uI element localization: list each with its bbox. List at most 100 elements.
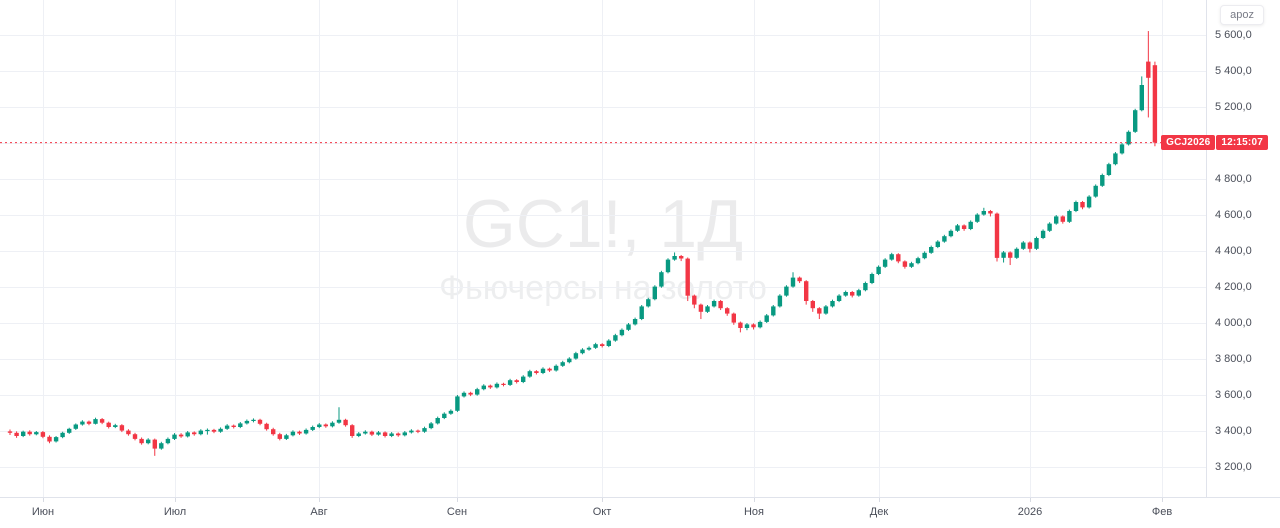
candle-body bbox=[876, 266, 881, 274]
candle-body bbox=[1113, 153, 1118, 165]
candle-body bbox=[14, 432, 19, 436]
time-tick-mark bbox=[319, 498, 320, 502]
candle-body bbox=[244, 420, 250, 424]
user-badge: apoz bbox=[1220, 5, 1264, 25]
price-tick-label: 4 400,0 bbox=[1215, 244, 1252, 257]
candle-body bbox=[40, 432, 46, 437]
candle-body bbox=[415, 430, 421, 432]
candle-body bbox=[593, 344, 598, 348]
candle-body bbox=[231, 425, 236, 427]
candle-body bbox=[646, 299, 651, 307]
candle-body bbox=[1086, 196, 1092, 208]
candle-body bbox=[113, 425, 118, 427]
price-tick-label: 4 800,0 bbox=[1215, 172, 1252, 185]
candle-body bbox=[211, 429, 217, 432]
candle-body bbox=[1133, 110, 1138, 132]
candle-body bbox=[909, 263, 914, 267]
candle-body bbox=[994, 213, 1000, 258]
candle-body bbox=[488, 385, 493, 388]
contract-name-label: GCJ2026 bbox=[1161, 135, 1216, 151]
time-axis[interactable]: Июн Июл Авг Сен Окт Ноя Дек 2026 Фев bbox=[0, 497, 1280, 528]
candle-body bbox=[192, 432, 197, 435]
candle-body bbox=[784, 286, 789, 296]
candle-body bbox=[402, 432, 407, 436]
candle-body bbox=[461, 392, 467, 397]
candle-body bbox=[790, 277, 796, 287]
candle-body bbox=[475, 389, 480, 395]
candle-body bbox=[1008, 252, 1013, 258]
price-tick-label: 5 600,0 bbox=[1215, 28, 1252, 41]
candle-body bbox=[534, 371, 539, 373]
candle-body bbox=[942, 236, 947, 242]
candle-body bbox=[271, 429, 276, 435]
candle-body bbox=[428, 423, 434, 429]
time-tick-mark bbox=[1162, 498, 1163, 502]
price-tick-label: 5 400,0 bbox=[1215, 64, 1252, 77]
candle-body bbox=[455, 396, 460, 411]
candle-body bbox=[869, 274, 875, 283]
candle-body bbox=[586, 347, 592, 350]
candle-body bbox=[1106, 164, 1112, 175]
price-tick-label: 3 400,0 bbox=[1215, 424, 1252, 437]
candle-body bbox=[600, 344, 605, 346]
candle-body bbox=[626, 324, 631, 330]
time-tick-mark bbox=[1030, 498, 1031, 502]
price-tick-label: 3 600,0 bbox=[1215, 388, 1252, 401]
candle-body bbox=[93, 419, 98, 424]
candle-body bbox=[836, 295, 842, 301]
candle-body bbox=[356, 433, 361, 436]
price-axis[interactable]: 5 600,0 5 400,0 5 200,0 4 800,0 4 600,0 4 400… bbox=[1206, 0, 1280, 497]
time-tick-label: Ноя bbox=[743, 506, 765, 518]
candle-body bbox=[369, 431, 375, 435]
candle-body bbox=[797, 277, 802, 282]
time-tick-label: Окт bbox=[592, 506, 612, 518]
candle-body bbox=[929, 247, 934, 253]
time-tick-mark bbox=[754, 498, 755, 502]
candle-body bbox=[830, 301, 835, 307]
candle-body bbox=[560, 362, 565, 366]
candle-body bbox=[804, 281, 809, 301]
candle-body bbox=[975, 214, 980, 222]
candle-body bbox=[1119, 144, 1125, 154]
candle-body bbox=[126, 430, 131, 435]
candle-body bbox=[738, 322, 743, 328]
time-tick-label: 2026 bbox=[1017, 506, 1043, 518]
candle-body bbox=[810, 301, 815, 309]
candle-body bbox=[619, 329, 625, 336]
candle-body bbox=[672, 256, 677, 260]
candle-body bbox=[47, 436, 52, 442]
price-tick-label: 4 200,0 bbox=[1215, 280, 1252, 293]
candle-body bbox=[652, 286, 657, 300]
candle-body bbox=[481, 385, 486, 390]
candle-body bbox=[178, 434, 184, 437]
candlestick-chart[interactable] bbox=[0, 0, 1206, 497]
candle-body bbox=[363, 431, 368, 434]
candle-body bbox=[725, 308, 730, 314]
candle-body bbox=[442, 413, 447, 418]
candle-body bbox=[205, 429, 210, 432]
price-tick-label: 3 200,0 bbox=[1215, 460, 1252, 473]
candle-body bbox=[731, 313, 736, 323]
candle-body bbox=[955, 225, 960, 231]
candle-body bbox=[580, 349, 585, 354]
time-tick-label: Июн bbox=[31, 506, 55, 518]
candle-body bbox=[1040, 230, 1046, 238]
candle-body bbox=[264, 423, 269, 430]
candle-body bbox=[159, 443, 164, 449]
candle-body bbox=[297, 431, 302, 434]
candle-body bbox=[1126, 131, 1131, 145]
candle-body bbox=[968, 221, 973, 229]
candle-body bbox=[692, 295, 697, 305]
candle-body bbox=[718, 301, 723, 309]
candle-body bbox=[1152, 65, 1158, 143]
candle-body bbox=[494, 383, 500, 388]
candle-body bbox=[935, 241, 940, 247]
candle-body bbox=[1139, 85, 1144, 111]
candle-body bbox=[198, 430, 203, 435]
candle-body bbox=[218, 428, 223, 432]
candle-body bbox=[764, 315, 769, 322]
chart-pane[interactable]: GC1!, 1Д Фьючерсы на золото bbox=[0, 0, 1206, 497]
candle-body bbox=[330, 422, 335, 427]
candle-body bbox=[139, 438, 144, 444]
candle-body bbox=[376, 432, 381, 435]
